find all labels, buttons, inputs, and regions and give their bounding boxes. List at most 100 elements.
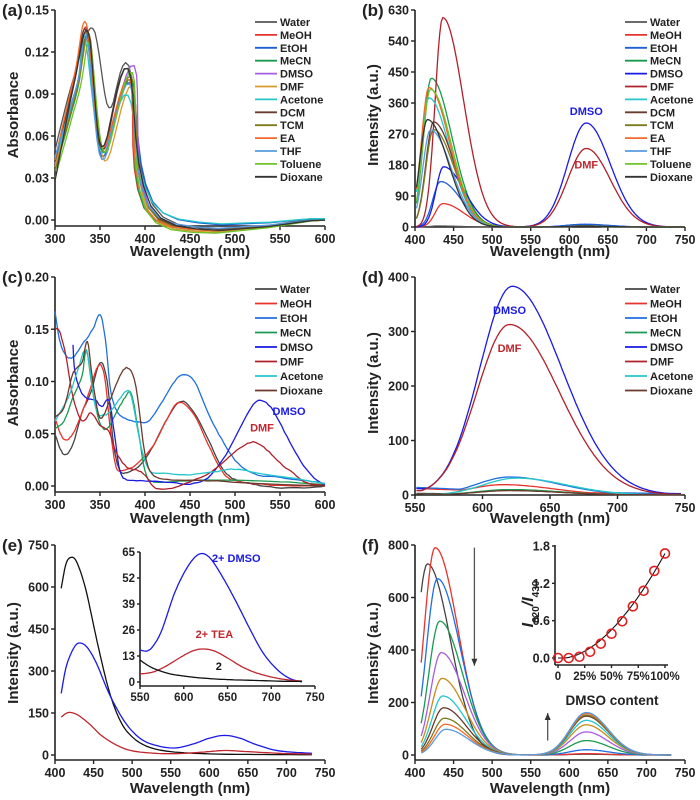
y-axis-label: Intensity (a.u.) bbox=[365, 602, 382, 704]
panel-e: (e) 400 450 500 550 600 650 700 750015030045060… bbox=[2, 536, 335, 797]
inset-y-tick-label: 1.2 bbox=[533, 577, 550, 591]
series-line-dioxane bbox=[415, 118, 684, 228]
legend-item: Dioxane bbox=[625, 386, 693, 398]
x-tick-label: 700 bbox=[636, 766, 657, 780]
y-tick-label: 450 bbox=[28, 623, 49, 637]
legend-item: Acetone bbox=[625, 371, 693, 383]
y-tick-label: 450 bbox=[388, 66, 409, 80]
y-axis-label: Intensity (a.u.) bbox=[5, 602, 22, 704]
legend-item: Dioxane bbox=[625, 172, 693, 184]
y-tick-label: 0 bbox=[402, 749, 409, 763]
legend-item: EtOH bbox=[625, 43, 678, 55]
x-tick-label: 700 bbox=[276, 766, 297, 780]
y-tick-label: 0.06 bbox=[25, 130, 49, 144]
series-line-dioxane bbox=[54, 29, 326, 232]
x-tick-label: 300 bbox=[45, 232, 66, 246]
series-line-dmf bbox=[54, 327, 326, 490]
inset-y-tick-label: 26 bbox=[122, 625, 135, 637]
y-tick-label: 0.03 bbox=[25, 172, 49, 186]
legend-label: DCM bbox=[650, 107, 675, 119]
annotation-label: DMF bbox=[250, 423, 274, 435]
x-axis-label: Wavelength (nm) bbox=[130, 510, 250, 527]
x-tick-label: 450 bbox=[443, 233, 464, 247]
x-tick-label: 450 bbox=[443, 766, 464, 780]
legend-item: Toluene bbox=[625, 159, 691, 171]
y-tick-label: 360 bbox=[388, 97, 409, 111]
legend-label: MeCN bbox=[650, 328, 681, 340]
legend-item: EtOH bbox=[255, 313, 308, 325]
series-line-thf bbox=[54, 31, 326, 229]
x-tick-label: 400 bbox=[405, 233, 426, 247]
inset-y-axis-label: I620/I430 bbox=[520, 580, 542, 627]
x-tick-label: 450 bbox=[180, 232, 201, 246]
inset-x-tick-label: 750 bbox=[305, 692, 324, 704]
y-tick-label: 600 bbox=[388, 591, 409, 605]
inset-data-point bbox=[584, 646, 596, 658]
x-tick-label: 550 bbox=[405, 501, 426, 515]
legend-label: DMF bbox=[650, 357, 674, 369]
plot-area: 400 450 500 550 600 650 700 750 0 90 180 270 360 450 5… bbox=[388, 4, 695, 248]
y-axis-label: Absorbance bbox=[5, 340, 22, 427]
series-line bbox=[420, 711, 672, 756]
legend-item: Water bbox=[625, 17, 681, 29]
panel-d: (d) 550 600 650 700 7500100200300400DMSODMFW… bbox=[362, 268, 695, 527]
panel-b: (b) 400 450 500 550 600 650 700 750 0 90 180 270 360… bbox=[362, 1, 695, 260]
series-line-dmso bbox=[416, 285, 681, 495]
inset-y-tick-label: 0 bbox=[129, 677, 135, 689]
x-tick-label: 600 bbox=[559, 766, 580, 780]
y-tick-label: 0 bbox=[402, 489, 409, 503]
legend-item: DCM bbox=[625, 107, 675, 119]
y-tick-label: 0.00 bbox=[25, 480, 49, 494]
legend: WaterMeOHEtOHMeCNDMSODMFAcetoneDCMTCMEAT… bbox=[255, 17, 323, 184]
legend-label: Toluene bbox=[650, 159, 691, 171]
legend-label: TCM bbox=[280, 120, 304, 132]
legend-label: MeOH bbox=[280, 299, 312, 311]
y-tick-label: 200 bbox=[388, 380, 409, 394]
legend-item: TCM bbox=[625, 120, 674, 132]
series-line-mecn bbox=[415, 77, 684, 228]
y-axis-label: Absorbance bbox=[5, 72, 22, 159]
legend-label: DMSO bbox=[650, 342, 683, 354]
x-axis-label: Wavelength (nm) bbox=[130, 243, 250, 260]
x-tick-label: 500 bbox=[225, 498, 246, 512]
annotation-label: DMSO bbox=[493, 305, 526, 317]
legend-label: Dioxane bbox=[650, 172, 693, 184]
x-tick-label: 700 bbox=[636, 233, 657, 247]
inset-data-point bbox=[659, 548, 671, 559]
legend-item: MeCN bbox=[625, 56, 681, 68]
annotation-label: DMSO bbox=[570, 106, 603, 118]
legend-item: Acetone bbox=[625, 94, 693, 106]
x-tick-label: 500 bbox=[482, 233, 503, 247]
legend-item: MeOH bbox=[255, 299, 312, 311]
x-tick-label: 750 bbox=[675, 501, 696, 515]
y-tick-label: 270 bbox=[388, 128, 409, 142]
x-tick-label: 400 bbox=[45, 766, 66, 780]
legend-label: MeOH bbox=[650, 30, 682, 42]
x-tick-label: 350 bbox=[90, 498, 111, 512]
legend-item: Acetone bbox=[255, 371, 323, 383]
legend-label: EtOH bbox=[280, 43, 308, 55]
inset-data-point bbox=[638, 585, 649, 597]
inset-data-point bbox=[606, 628, 617, 640]
y-tick-label: 180 bbox=[388, 159, 409, 173]
x-tick-label: 650 bbox=[597, 233, 618, 247]
inset-fit-line bbox=[558, 553, 666, 659]
legend-item: DMF bbox=[625, 82, 674, 94]
inset-plot: 550 600 650 700 750 0 13 26 39 52 65 2+ DMSO 2+ TEA 2 bbox=[122, 547, 324, 704]
legend-item: EtOH bbox=[255, 43, 308, 55]
x-tick-label: 300 bbox=[45, 498, 66, 512]
inset-y-tick-label: 0.0 bbox=[533, 652, 550, 666]
plot-area: 400 450 500 550 600 650 700 750 0 200 400 600 800 bbox=[388, 539, 695, 781]
legend: WaterMeOHEtOHMeCNDMSODMFAcetoneDCMTCMEAT… bbox=[625, 17, 693, 184]
x-tick-label: 750 bbox=[675, 233, 696, 247]
x-tick-label: 400 bbox=[135, 232, 156, 246]
legend-label: EtOH bbox=[280, 313, 308, 325]
panel-f: (f) 400 450 500 550 600 650 700 750 0 200 400 600 80… bbox=[362, 536, 695, 797]
legend-label: EtOH bbox=[650, 43, 678, 55]
legend-label: TCM bbox=[650, 120, 674, 132]
x-tick-label: 550 bbox=[520, 766, 541, 780]
x-tick-label: 400 bbox=[135, 498, 156, 512]
legend-label: THF bbox=[650, 146, 672, 158]
y-tick-label: 0.20 bbox=[25, 271, 49, 285]
x-axis-label: Wavelength (nm) bbox=[130, 780, 250, 797]
